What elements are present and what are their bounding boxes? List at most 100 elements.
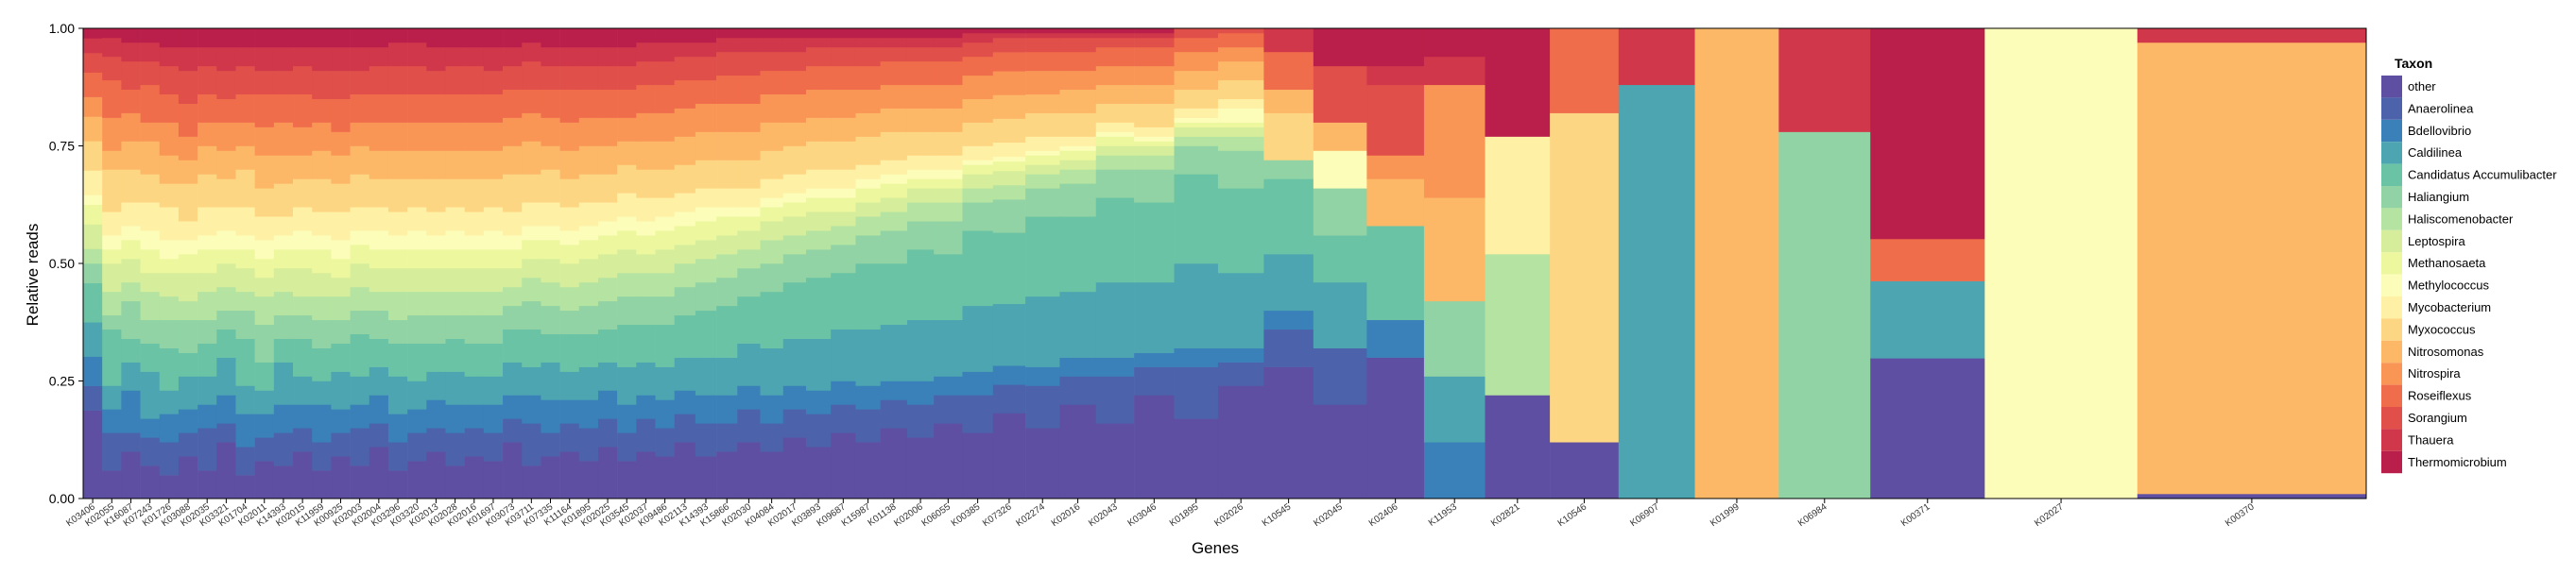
bar-k02011 <box>254 28 275 499</box>
bar-k02406 <box>1366 28 1425 499</box>
bar-segment <box>312 470 332 499</box>
x-tick-label: K00371 <box>1899 501 1932 529</box>
bar-segment <box>559 310 580 334</box>
bar-segment <box>178 456 198 499</box>
legend-label: Caldilinea <box>2408 145 2463 160</box>
bar-segment <box>782 437 807 499</box>
bar-segment <box>541 456 560 499</box>
y-axis-title: Relative reads <box>24 224 42 327</box>
bar-segment <box>880 230 908 264</box>
bar-segment <box>350 404 370 429</box>
bar-segment <box>102 169 122 212</box>
bar-segment <box>674 245 696 264</box>
bar-segment <box>102 56 122 81</box>
bar-segment <box>541 145 560 170</box>
bar-segment <box>1313 122 1367 151</box>
bar-segment <box>992 232 1026 305</box>
bar-segment <box>617 404 637 433</box>
bar-k02015 <box>293 28 313 499</box>
bar-segment <box>159 122 180 156</box>
bar-segment <box>312 70 332 99</box>
bar-segment <box>178 221 198 241</box>
bar-segment <box>197 428 217 471</box>
bar-segment <box>464 46 485 67</box>
bar-segment <box>102 409 122 433</box>
bar-segment <box>578 240 599 260</box>
bar-segment <box>578 145 599 175</box>
bar-segment <box>387 93 408 123</box>
legend-label: Haliscomenobacter <box>2408 211 2514 226</box>
bar-segment <box>387 122 408 151</box>
bar-segment <box>805 447 832 499</box>
bar-segment <box>655 216 675 231</box>
bar-segment <box>464 314 485 344</box>
bar-k03296 <box>387 28 408 499</box>
bar-segment <box>445 291 465 316</box>
bar-segment <box>934 221 963 255</box>
bar-segment <box>197 28 217 48</box>
bar-segment <box>716 277 738 307</box>
bar-segment <box>178 300 198 321</box>
legend: Taxon other Anaerolinea Bdellovibrio Caldil… <box>2381 56 2557 474</box>
bar-segment <box>636 112 656 142</box>
bar-segment <box>522 202 541 227</box>
bar-segment <box>805 188 832 198</box>
bar-segment <box>1313 65 1367 123</box>
bar-segment <box>445 65 465 95</box>
bar-segment <box>962 145 994 161</box>
bar-k02045 <box>1313 28 1367 499</box>
bar-segment <box>331 432 351 457</box>
legend-swatch <box>2381 407 2402 430</box>
bar-segment <box>369 28 389 48</box>
bar-segment <box>655 272 675 297</box>
bar-segment <box>1174 145 1219 175</box>
bar-segment <box>716 160 738 189</box>
bar-segment <box>831 89 856 118</box>
bar-segment <box>962 432 994 499</box>
bar-k03545 <box>617 28 637 499</box>
bar-segment <box>235 338 255 386</box>
bar-segment <box>1366 178 1425 227</box>
bar-segment <box>831 404 856 433</box>
bar-segment <box>597 117 618 146</box>
bar-segment <box>483 150 504 179</box>
bar-segment <box>1174 122 1219 127</box>
bar-k10546 <box>1550 28 1620 499</box>
bar-segment <box>760 221 784 241</box>
bar-segment <box>992 365 1026 385</box>
bar-segment <box>597 28 618 48</box>
bar-segment <box>695 259 717 283</box>
bar-k02030 <box>737 28 761 499</box>
y-tick-label: 0.50 <box>49 256 75 271</box>
bar-segment <box>312 319 332 348</box>
bar-segment <box>695 423 717 457</box>
bar-segment <box>407 178 427 208</box>
x-tick-label: K02027 <box>2033 501 2066 529</box>
bar-segment <box>782 281 807 339</box>
bar-segment <box>1025 51 1060 72</box>
bar-segment <box>541 362 560 400</box>
bar-segment <box>83 96 103 117</box>
bar-segment <box>716 423 738 452</box>
bar-segment <box>805 414 832 448</box>
bar-segment <box>1025 93 1060 113</box>
bar-segment <box>503 235 523 250</box>
bar-segment <box>197 207 217 236</box>
bar-segment <box>992 199 1026 233</box>
bar-segment <box>831 226 856 245</box>
bar-segment <box>855 409 881 443</box>
bar-segment <box>503 174 523 212</box>
bar-segment <box>597 390 618 419</box>
bar-segment <box>597 145 618 175</box>
bar-segment <box>655 428 675 457</box>
bar-segment <box>1059 169 1097 184</box>
bar-segment <box>331 28 351 48</box>
bar-segment <box>1025 37 1060 53</box>
bar-segment <box>617 230 637 250</box>
bar-segment <box>855 385 881 410</box>
bar-segment <box>1059 150 1097 161</box>
legend-items: other Anaerolinea Bdellovibrio Caldilinea Ca… <box>2381 76 2557 474</box>
bar-segment <box>805 28 832 39</box>
bar-segment <box>1366 84 1425 156</box>
bar-segment <box>140 343 161 372</box>
